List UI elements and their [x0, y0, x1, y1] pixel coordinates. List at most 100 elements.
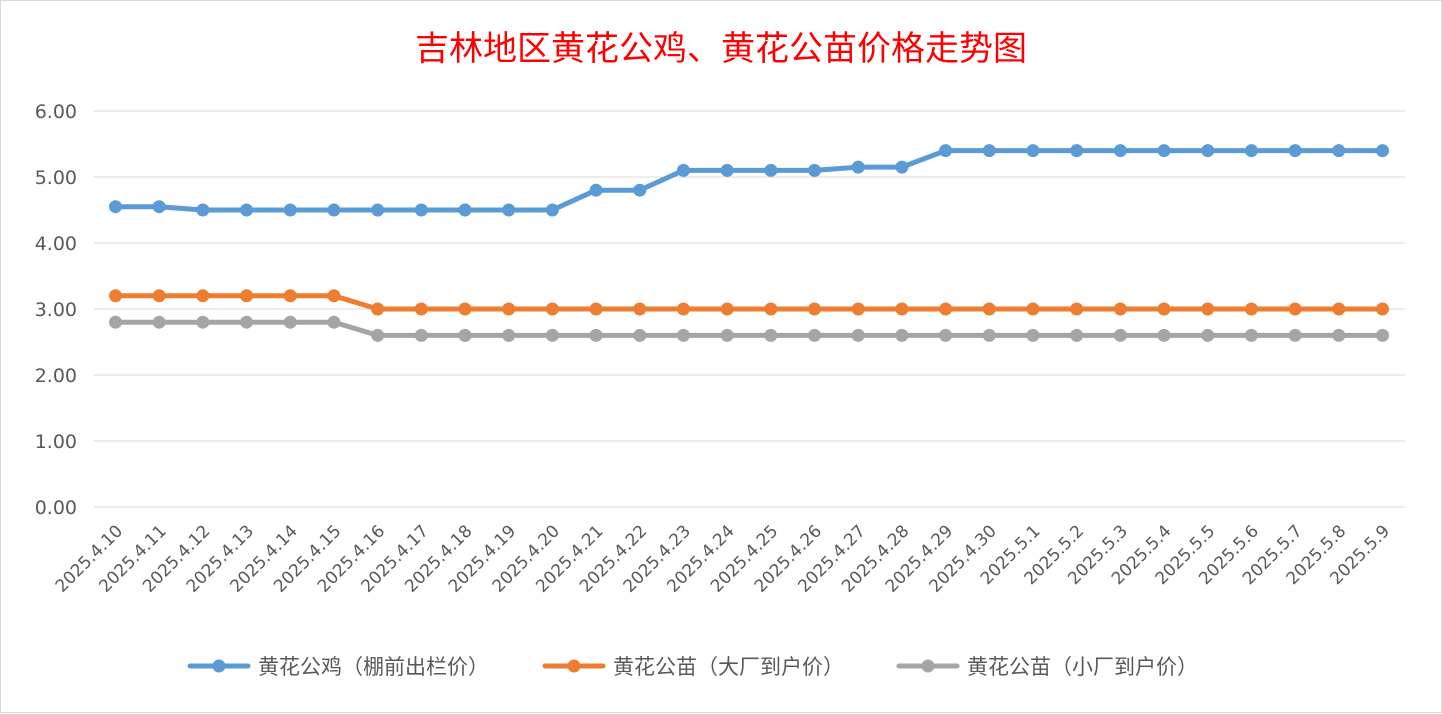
- data-point: [414, 302, 428, 316]
- data-point: [502, 328, 516, 342]
- data-point: [196, 203, 210, 217]
- data-point: [458, 328, 472, 342]
- data-point: [676, 328, 690, 342]
- data-point: [545, 302, 559, 316]
- data-point: [764, 302, 778, 316]
- chart-title: 吉林地区黄花公鸡、黄花公苗价格走势图: [415, 29, 1027, 69]
- data-point: [109, 315, 122, 329]
- data-point: [676, 302, 690, 316]
- data-point: [196, 289, 210, 303]
- data-point: [1201, 328, 1215, 342]
- data-point: [982, 302, 996, 316]
- data-point: [283, 289, 297, 303]
- y-tick-label: 6.00: [35, 101, 77, 123]
- data-point: [502, 203, 516, 217]
- data-point: [1113, 328, 1127, 342]
- data-point: [939, 328, 953, 342]
- legend-label: 黄花公苗（大厂到户价）: [613, 655, 844, 679]
- legend-swatch-marker: [567, 659, 581, 673]
- legend-label: 黄花公鸡（棚前出栏价）: [258, 655, 489, 679]
- y-axis-ticks: 0.00 1.00 2.00 3.00 4.00 5.00 6.00: [35, 101, 77, 519]
- y-tick-label: 3.00: [35, 299, 77, 321]
- series-3: [109, 315, 1389, 342]
- data-point: [1376, 328, 1389, 342]
- data-point: [1070, 144, 1084, 158]
- data-point: [240, 289, 254, 303]
- data-point: [1376, 302, 1389, 316]
- data-point: [808, 302, 822, 316]
- data-point: [109, 200, 122, 214]
- data-point: [676, 163, 690, 177]
- data-point: [1332, 328, 1346, 342]
- legend-swatch-marker: [921, 659, 935, 673]
- data-point: [283, 203, 297, 217]
- data-point: [458, 302, 472, 316]
- data-point: [720, 328, 734, 342]
- data-point: [371, 328, 385, 342]
- data-point: [545, 328, 559, 342]
- data-point: [1157, 328, 1171, 342]
- data-point: [545, 203, 559, 217]
- data-point: [982, 328, 996, 342]
- data-point: [414, 203, 428, 217]
- y-tick-label: 0.00: [35, 497, 77, 519]
- data-point: [152, 315, 166, 329]
- data-point: [720, 163, 734, 177]
- data-point: [982, 144, 996, 158]
- data-point: [196, 315, 210, 329]
- legend-item: 黄花公苗（小厂到户价）: [896, 655, 1198, 679]
- data-point: [633, 183, 647, 197]
- gridlines: [94, 110, 1405, 508]
- data-point: [1288, 144, 1302, 158]
- y-tick-label: 5.00: [35, 167, 77, 189]
- series-2: [109, 289, 1389, 316]
- data-point: [327, 315, 341, 329]
- y-tick-label: 2.00: [35, 365, 77, 387]
- data-point: [589, 183, 603, 197]
- data-point: [939, 144, 953, 158]
- legend-label: 黄花公苗（小厂到户价）: [967, 655, 1198, 679]
- data-point: [502, 302, 516, 316]
- data-point: [152, 289, 166, 303]
- data-point: [1113, 144, 1127, 158]
- series-line: [113, 148, 1385, 213]
- data-point: [1201, 144, 1215, 158]
- data-point: [109, 289, 122, 303]
- data-point: [1026, 144, 1040, 158]
- data-point: [1157, 144, 1171, 158]
- y-tick-label: 1.00: [35, 431, 77, 453]
- data-point: [720, 302, 734, 316]
- data-point: [458, 203, 472, 217]
- data-point: [895, 328, 909, 342]
- data-point: [851, 328, 865, 342]
- data-point: [371, 302, 385, 316]
- data-point: [589, 328, 603, 342]
- series-group: [109, 144, 1389, 342]
- data-point: [152, 200, 166, 214]
- data-point: [1376, 144, 1389, 158]
- series-line: [113, 319, 1385, 338]
- data-point: [327, 203, 341, 217]
- data-point: [808, 163, 822, 177]
- data-point: [414, 328, 428, 342]
- legend: 黄花公鸡（棚前出栏价） 黄花公苗（大厂到户价） 黄花公苗（小厂到户价）: [187, 655, 1198, 679]
- data-point: [283, 315, 297, 329]
- data-point: [327, 289, 341, 303]
- data-point: [1070, 302, 1084, 316]
- data-point: [1244, 328, 1258, 342]
- y-tick-label: 4.00: [35, 233, 77, 255]
- series-line: [113, 293, 1385, 312]
- data-point: [1113, 302, 1127, 316]
- legend-swatch-marker: [212, 659, 226, 673]
- data-point: [240, 315, 254, 329]
- data-point: [851, 160, 865, 174]
- data-point: [1332, 144, 1346, 158]
- data-point: [895, 160, 909, 174]
- data-point: [371, 203, 385, 217]
- data-point: [633, 328, 647, 342]
- data-point: [1244, 144, 1258, 158]
- data-point: [240, 203, 254, 217]
